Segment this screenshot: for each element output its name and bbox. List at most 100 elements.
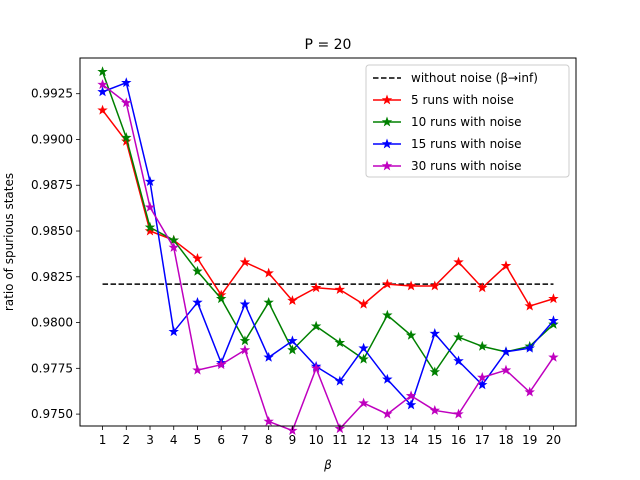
data-point bbox=[192, 253, 203, 263]
y-tick-label: 0.9850 bbox=[31, 224, 73, 238]
y-tick-label: 0.9875 bbox=[31, 178, 73, 192]
data-point bbox=[121, 132, 132, 143]
legend-item: 10 runs with noise bbox=[373, 115, 521, 129]
legend-label: without noise (β→inf) bbox=[411, 71, 538, 85]
data-point bbox=[382, 373, 393, 384]
y-tick-label: 0.9925 bbox=[31, 87, 73, 101]
x-tick-label: 3 bbox=[146, 433, 154, 447]
data-point bbox=[144, 176, 156, 187]
plot-area bbox=[97, 66, 559, 436]
series-line bbox=[102, 81, 555, 406]
data-point bbox=[382, 408, 393, 419]
y-axis-title: ratio of spurious states bbox=[2, 173, 16, 311]
data-point bbox=[215, 359, 227, 370]
legend-item: 5 runs with noise bbox=[373, 93, 514, 107]
series-1 bbox=[97, 104, 559, 311]
data-point bbox=[263, 296, 274, 307]
y-tick-label: 0.9900 bbox=[31, 132, 73, 146]
data-point bbox=[358, 342, 369, 353]
x-tick-label: 15 bbox=[427, 433, 442, 447]
data-point bbox=[429, 280, 441, 291]
legend: without noise (β→inf) 5 runs with noise 10… bbox=[365, 64, 570, 178]
x-tick-label: 20 bbox=[546, 433, 561, 447]
legend-box bbox=[365, 64, 570, 178]
data-point bbox=[239, 335, 251, 346]
data-point bbox=[548, 318, 559, 329]
data-point bbox=[97, 66, 108, 77]
y-tick-label: 0.9750 bbox=[31, 407, 73, 421]
data-point bbox=[192, 364, 203, 375]
x-tick-label: 19 bbox=[522, 433, 537, 447]
x-axis-title: β bbox=[323, 458, 332, 472]
data-point bbox=[287, 295, 298, 306]
data-point bbox=[310, 320, 322, 331]
x-axis: 1 2 3 4 5 6 7 8 9 10 11 12 13 14 15 16 17 18 19 20 bbox=[99, 426, 561, 447]
x-tick-label: 13 bbox=[380, 433, 395, 447]
data-point bbox=[192, 265, 203, 276]
data-point bbox=[358, 353, 369, 364]
legend-marker bbox=[381, 116, 393, 127]
data-point bbox=[548, 315, 559, 326]
data-point bbox=[144, 201, 156, 212]
axes-frame bbox=[79, 57, 577, 427]
data-point bbox=[263, 415, 274, 426]
legend-marker bbox=[381, 160, 393, 171]
series-4 bbox=[97, 79, 559, 436]
data-point bbox=[168, 326, 179, 337]
series-2 bbox=[97, 66, 559, 377]
data-point bbox=[287, 335, 298, 346]
data-point bbox=[310, 282, 322, 293]
data-point bbox=[477, 282, 488, 293]
x-tick-label: 1 bbox=[99, 433, 107, 447]
data-point bbox=[263, 267, 274, 278]
data-point bbox=[548, 293, 559, 304]
x-tick-label: 14 bbox=[403, 433, 418, 447]
y-tick-label: 0.9800 bbox=[31, 316, 73, 330]
data-point bbox=[405, 399, 417, 410]
data-point bbox=[453, 355, 464, 366]
data-point bbox=[405, 280, 417, 291]
chart-title: P = 20 bbox=[305, 37, 352, 53]
x-tick-label: 4 bbox=[170, 433, 178, 447]
legend-label: 30 runs with noise bbox=[411, 159, 521, 173]
data-point bbox=[358, 298, 369, 309]
data-point bbox=[287, 344, 298, 355]
y-tick-label: 0.9775 bbox=[31, 361, 73, 375]
data-point bbox=[500, 260, 512, 271]
legend-label: 10 runs with noise bbox=[411, 115, 521, 129]
data-point bbox=[429, 404, 441, 415]
data-point bbox=[477, 340, 488, 351]
data-point bbox=[192, 296, 203, 307]
data-point bbox=[263, 351, 274, 362]
x-tick-label: 11 bbox=[332, 433, 347, 447]
legend-item: without noise (β→inf) bbox=[373, 71, 538, 85]
data-point bbox=[310, 362, 322, 373]
data-point bbox=[334, 375, 346, 386]
data-point bbox=[334, 337, 346, 348]
legend-marker bbox=[381, 138, 393, 149]
x-tick-label: 10 bbox=[308, 433, 323, 447]
data-point bbox=[524, 386, 535, 397]
data-point bbox=[239, 298, 251, 309]
data-point bbox=[524, 300, 535, 311]
y-axis: 0.9750 0.9775 0.9800 0.9825 0.9850 0.9875 0.99… bbox=[31, 87, 80, 421]
data-point bbox=[429, 366, 441, 377]
data-point bbox=[405, 390, 417, 401]
data-point bbox=[121, 135, 132, 146]
x-tick-label: 18 bbox=[498, 433, 513, 447]
x-tick-label: 6 bbox=[217, 433, 225, 447]
x-tick-label: 8 bbox=[265, 433, 273, 447]
data-point bbox=[121, 97, 132, 108]
data-point bbox=[500, 364, 512, 375]
data-point bbox=[477, 372, 488, 382]
data-point bbox=[215, 293, 227, 304]
legend-marker bbox=[381, 94, 393, 105]
series-3 bbox=[97, 77, 559, 410]
data-point bbox=[382, 309, 393, 320]
data-point bbox=[453, 331, 464, 342]
data-point bbox=[239, 256, 251, 267]
data-point bbox=[524, 342, 535, 353]
x-tick-label: 16 bbox=[451, 433, 466, 447]
data-point bbox=[144, 221, 156, 232]
